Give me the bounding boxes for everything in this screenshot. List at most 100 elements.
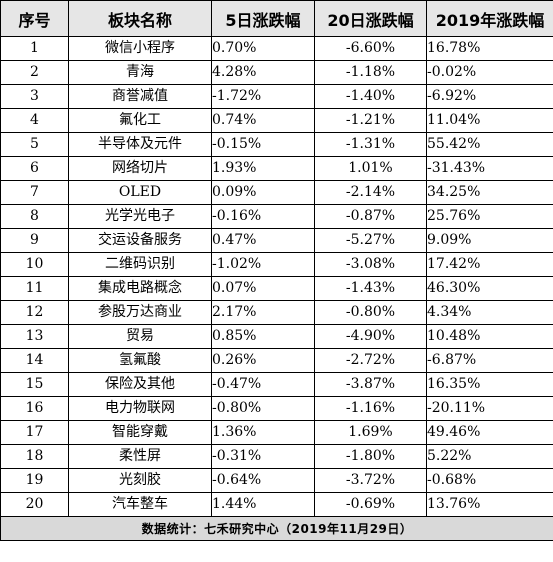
table-row: 3 商誉减值 -1.72% -1.40% -6.92% bbox=[0, 84, 553, 109]
table-row: 10 二维码识别 -1.02% -3.08% 17.42% bbox=[0, 252, 553, 277]
row-seq: 7 bbox=[0, 180, 69, 205]
table-row: 12 参股万达商业 2.17% -0.80% 4.34% bbox=[0, 300, 553, 325]
row-20day-change: -1.40% bbox=[314, 84, 427, 109]
row-2019-change: 46.30% bbox=[426, 276, 553, 301]
row-seq: 18 bbox=[0, 444, 69, 469]
header-2019-change: 2019年涨跌幅 bbox=[426, 0, 553, 37]
table-row: 8 光学光电子 -0.16% -0.87% 25.76% bbox=[0, 204, 553, 229]
header-20day-change: 20日涨跌幅 bbox=[314, 0, 427, 37]
row-seq: 10 bbox=[0, 252, 69, 277]
row-sector-name: 青海 bbox=[68, 60, 212, 85]
row-20day-change: -1.16% bbox=[314, 396, 427, 421]
row-5day-change: -1.02% bbox=[211, 252, 315, 277]
table-row: 6 网络切片 1.93% 1.01% -31.43% bbox=[0, 156, 553, 181]
row-5day-change: 1.44% bbox=[211, 492, 315, 517]
row-sector-name: 二维码识别 bbox=[68, 252, 212, 277]
row-seq: 15 bbox=[0, 372, 69, 397]
data-source-note: 数据统计：七禾研究中心（2019年11月29日） bbox=[0, 516, 553, 541]
table-row: 9 交运设备服务 0.47% -5.27% 9.09% bbox=[0, 228, 553, 253]
row-sector-name: 交运设备服务 bbox=[68, 228, 212, 253]
row-sector-name: 光刻胶 bbox=[68, 468, 212, 493]
row-sector-name: 网络切片 bbox=[68, 156, 212, 181]
row-5day-change: 4.28% bbox=[211, 60, 315, 85]
table-row: 13 贸易 0.85% -4.90% 10.48% bbox=[0, 324, 553, 349]
row-2019-change: 9.09% bbox=[426, 228, 553, 253]
row-20day-change: -4.90% bbox=[314, 324, 427, 349]
row-5day-change: -0.64% bbox=[211, 468, 315, 493]
table-row: 17 智能穿戴 1.36% 1.69% 49.46% bbox=[0, 420, 553, 445]
row-20day-change: -1.43% bbox=[314, 276, 427, 301]
row-seq: 9 bbox=[0, 228, 69, 253]
row-5day-change: -1.72% bbox=[211, 84, 315, 109]
row-2019-change: -20.11% bbox=[426, 396, 553, 421]
row-20day-change: -5.27% bbox=[314, 228, 427, 253]
table-row: 19 光刻胶 -0.64% -3.72% -0.68% bbox=[0, 468, 553, 493]
row-seq: 11 bbox=[0, 276, 69, 301]
row-sector-name: 保险及其他 bbox=[68, 372, 212, 397]
row-seq: 2 bbox=[0, 60, 69, 85]
row-seq: 8 bbox=[0, 204, 69, 229]
row-2019-change: 55.42% bbox=[426, 132, 553, 157]
row-5day-change: 1.93% bbox=[211, 156, 315, 181]
row-2019-change: 10.48% bbox=[426, 324, 553, 349]
header-seq: 序号 bbox=[0, 0, 69, 37]
row-20day-change: -1.31% bbox=[314, 132, 427, 157]
row-5day-change: 1.36% bbox=[211, 420, 315, 445]
row-20day-change: -2.72% bbox=[314, 348, 427, 373]
row-5day-change: -0.80% bbox=[211, 396, 315, 421]
row-5day-change: -0.31% bbox=[211, 444, 315, 469]
row-sector-name: 集成电路概念 bbox=[68, 276, 212, 301]
row-20day-change: 1.01% bbox=[314, 156, 427, 181]
row-seq: 19 bbox=[0, 468, 69, 493]
row-20day-change: -3.08% bbox=[314, 252, 427, 277]
row-20day-change: -2.14% bbox=[314, 180, 427, 205]
row-5day-change: 0.70% bbox=[211, 36, 315, 61]
row-2019-change: 49.46% bbox=[426, 420, 553, 445]
row-sector-name: 智能穿戴 bbox=[68, 420, 212, 445]
row-2019-change: 17.42% bbox=[426, 252, 553, 277]
row-20day-change: -3.87% bbox=[314, 372, 427, 397]
row-20day-change: -1.21% bbox=[314, 108, 427, 133]
row-2019-change: -31.43% bbox=[426, 156, 553, 181]
row-20day-change: -1.80% bbox=[314, 444, 427, 469]
row-sector-name: 贸易 bbox=[68, 324, 212, 349]
footer-row: 数据统计：七禾研究中心（2019年11月29日） bbox=[0, 516, 553, 541]
header-sector-name: 板块名称 bbox=[68, 0, 212, 37]
row-sector-name: 光学光电子 bbox=[68, 204, 212, 229]
row-2019-change: 34.25% bbox=[426, 180, 553, 205]
row-sector-name: 汽车整车 bbox=[68, 492, 212, 517]
row-20day-change: -0.69% bbox=[314, 492, 427, 517]
row-sector-name: 电力物联网 bbox=[68, 396, 212, 421]
row-seq: 14 bbox=[0, 348, 69, 373]
row-seq: 6 bbox=[0, 156, 69, 181]
row-5day-change: 0.26% bbox=[211, 348, 315, 373]
table-row: 7 OLED 0.09% -2.14% 34.25% bbox=[0, 180, 553, 205]
row-20day-change: 1.69% bbox=[314, 420, 427, 445]
table-row: 2 青海 4.28% -1.18% -0.02% bbox=[0, 60, 553, 85]
table-row: 1 微信小程序 0.70% -6.60% 16.78% bbox=[0, 36, 553, 61]
row-5day-change: -0.47% bbox=[211, 372, 315, 397]
row-5day-change: -0.15% bbox=[211, 132, 315, 157]
table-row: 16 电力物联网 -0.80% -1.16% -20.11% bbox=[0, 396, 553, 421]
row-seq: 5 bbox=[0, 132, 69, 157]
row-seq: 17 bbox=[0, 420, 69, 445]
row-seq: 13 bbox=[0, 324, 69, 349]
table-row: 4 氟化工 0.74% -1.21% 11.04% bbox=[0, 108, 553, 133]
row-2019-change: -6.92% bbox=[426, 84, 553, 109]
row-2019-change: -0.68% bbox=[426, 468, 553, 493]
row-2019-change: 11.04% bbox=[426, 108, 553, 133]
row-sector-name: 商誉减值 bbox=[68, 84, 212, 109]
table-row: 11 集成电路概念 0.07% -1.43% 46.30% bbox=[0, 276, 553, 301]
table-row: 14 氢氟酸 0.26% -2.72% -6.87% bbox=[0, 348, 553, 373]
row-sector-name: 氟化工 bbox=[68, 108, 212, 133]
row-seq: 1 bbox=[0, 36, 69, 61]
sector-performance-table: 序号 板块名称 5日涨跌幅 20日涨跌幅 2019年涨跌幅 1 微信小程序 0.70… bbox=[0, 0, 553, 541]
row-5day-change: -0.16% bbox=[211, 204, 315, 229]
row-sector-name: 微信小程序 bbox=[68, 36, 212, 61]
row-20day-change: -3.72% bbox=[314, 468, 427, 493]
row-20day-change: -0.87% bbox=[314, 204, 427, 229]
row-20day-change: -6.60% bbox=[314, 36, 427, 61]
header-row: 序号 板块名称 5日涨跌幅 20日涨跌幅 2019年涨跌幅 bbox=[0, 0, 553, 37]
row-2019-change: -0.02% bbox=[426, 60, 553, 85]
row-2019-change: 16.35% bbox=[426, 372, 553, 397]
